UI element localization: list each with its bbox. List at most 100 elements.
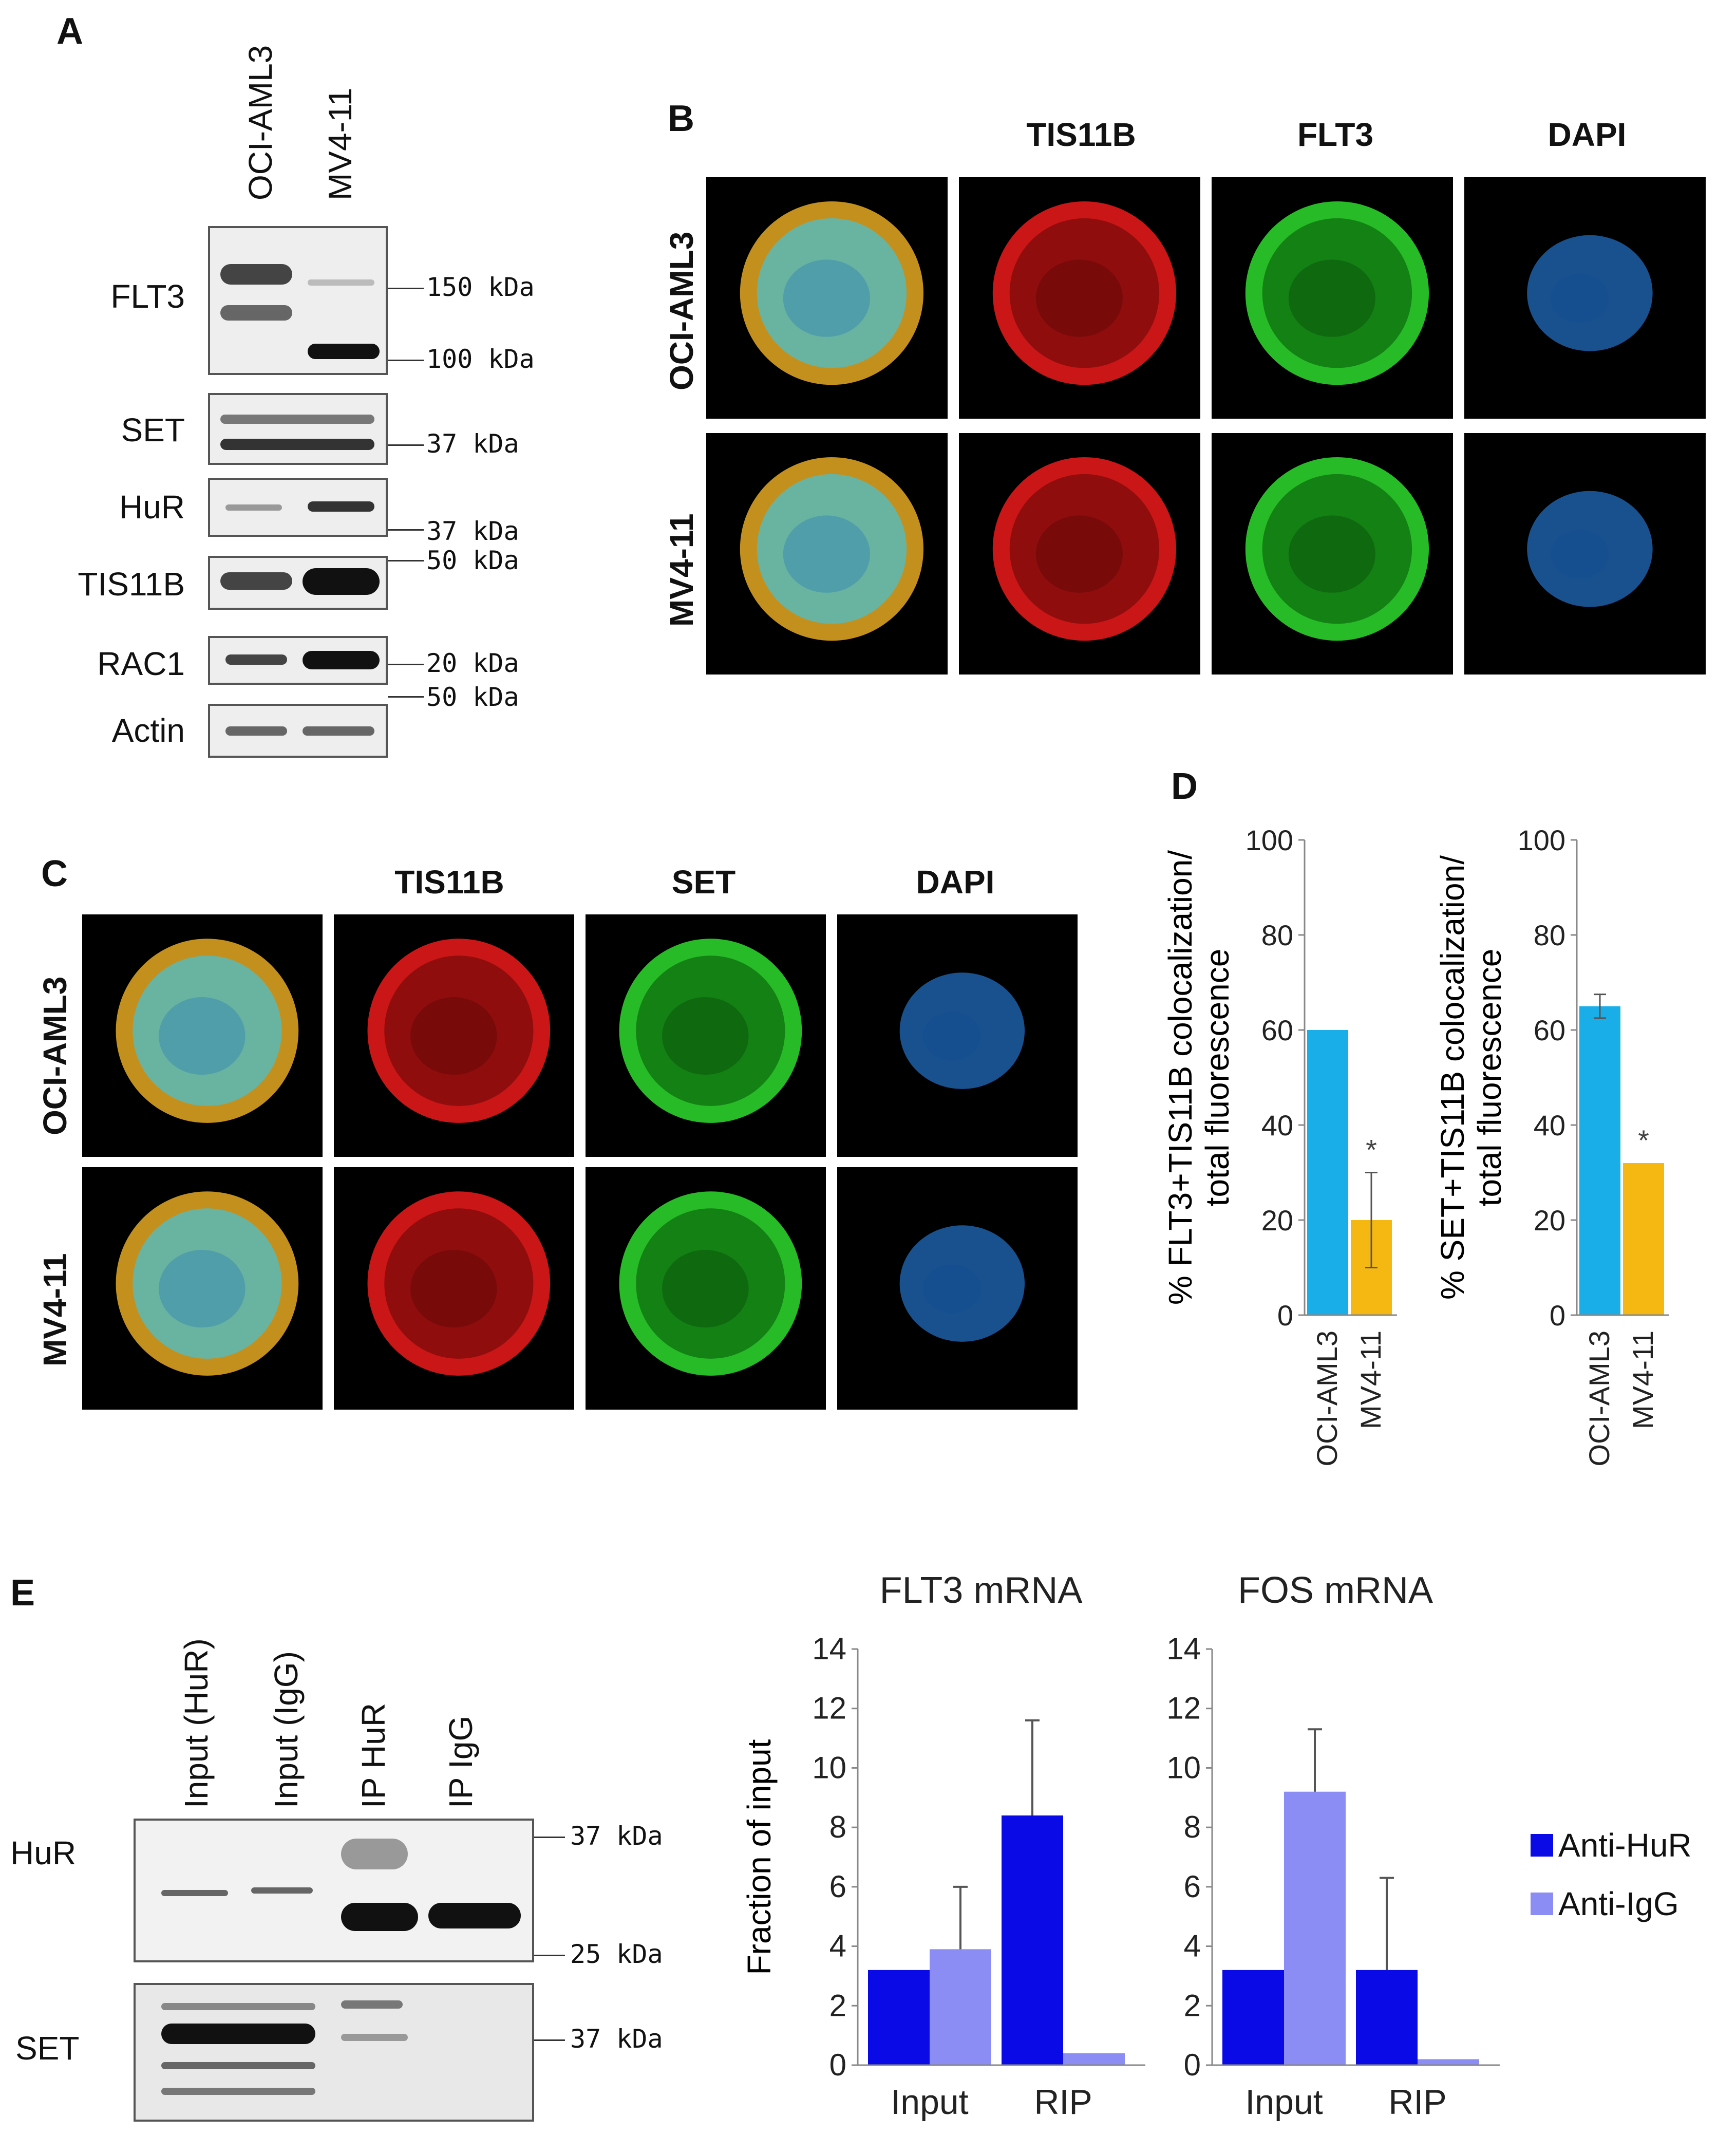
micrograph-oci-aml3-merge-image bbox=[706, 177, 948, 419]
micrograph-mv4-11-tis11b-image bbox=[334, 1167, 574, 1410]
x-tick-label: Input bbox=[891, 2083, 968, 2122]
y-tick-label: 0 bbox=[1184, 2048, 1201, 2082]
band bbox=[220, 415, 374, 424]
x-tick-label: MV4-11 bbox=[1627, 1331, 1659, 1429]
band bbox=[161, 2088, 315, 2095]
blot-hur bbox=[208, 478, 388, 537]
y-tick-label: 2 bbox=[1184, 1988, 1201, 2022]
col-header-tis11b: TIS11B bbox=[394, 864, 504, 901]
significance-star: * bbox=[1366, 1134, 1377, 1166]
error-bar bbox=[1308, 1728, 1322, 1792]
error-bar bbox=[1365, 1172, 1378, 1268]
y-tick-label: 8 bbox=[829, 1810, 846, 1844]
band bbox=[251, 1887, 313, 1894]
blot-label-tis11b: TIS11B bbox=[78, 566, 185, 603]
band bbox=[341, 2000, 403, 2009]
marker-50kda: 50 kDa bbox=[426, 682, 519, 712]
band bbox=[341, 1839, 408, 1869]
band bbox=[308, 344, 380, 359]
y-tick-label: 80 bbox=[1534, 919, 1565, 951]
band bbox=[220, 305, 292, 321]
bar-anti-hur-input bbox=[1222, 1970, 1284, 2065]
band bbox=[225, 504, 282, 511]
chart-d-set-colocalization: % SET+TIS11B colocalization/total fluore… bbox=[1434, 824, 1669, 1467]
y-tick-label: 14 bbox=[1166, 1632, 1201, 1666]
micrograph-oci-aml3-second-channel-image bbox=[586, 914, 826, 1157]
y-tick-label: 40 bbox=[1261, 1109, 1293, 1141]
y-axis-label: % SET+TIS11B colocalization/total fluore… bbox=[1434, 855, 1508, 1300]
panel-e-letter: E bbox=[10, 1572, 35, 1614]
marker-37kda: 37 kDa bbox=[570, 2024, 663, 2054]
col-header-dapi: DAPI bbox=[1548, 116, 1627, 153]
error-bar bbox=[1025, 1719, 1040, 1815]
y-tick-label: 20 bbox=[1261, 1204, 1293, 1237]
legend: Anti-HuR Anti-IgG bbox=[1531, 1826, 1692, 1923]
chart-d-flt3-colocalization: % FLT3+TIS11B colocalization/total fluor… bbox=[1162, 824, 1397, 1467]
marker-tick bbox=[534, 2039, 565, 2041]
y-tick-label: 6 bbox=[1184, 1869, 1201, 1904]
bar-anti-igg-rip bbox=[1063, 2053, 1125, 2065]
bar-anti-igg-input bbox=[930, 1949, 991, 2065]
y-tick-label: 8 bbox=[1184, 1810, 1201, 1844]
marker-tick bbox=[388, 696, 424, 698]
marker-25kda: 25 kDa bbox=[570, 1939, 663, 1969]
lane-label-input-igg: Input (IgG) bbox=[268, 1651, 305, 1808]
y-tick-label: 2 bbox=[829, 1988, 846, 2022]
blot-label-hur: HuR bbox=[10, 1834, 77, 1871]
micrograph-oci-aml3-second-channel-image bbox=[1212, 177, 1453, 419]
panel-d-letter: D bbox=[1171, 766, 1198, 807]
micrograph-mv4-11-second-channel-image bbox=[1212, 433, 1453, 675]
bar-anti-hur-input bbox=[868, 1970, 930, 2065]
y-tick-label: 10 bbox=[812, 1750, 846, 1785]
y-tick-label: 100 bbox=[1518, 824, 1565, 856]
y-axis-label: % FLT3+TIS11B colocalization/total fluor… bbox=[1162, 850, 1236, 1305]
x-tick-label: RIP bbox=[1034, 2083, 1092, 2122]
x-tick-label: Input bbox=[1245, 2083, 1323, 2122]
micrograph-mv4-11-tis11b-image bbox=[959, 433, 1200, 675]
row-header-mv4-11: MV4-11 bbox=[36, 1253, 73, 1366]
blot-e-hur bbox=[134, 1819, 534, 1962]
marker-tick bbox=[388, 360, 424, 361]
band bbox=[161, 2003, 315, 2010]
y-tick-label: 40 bbox=[1534, 1109, 1565, 1141]
marker-20kda: 20 kDa bbox=[426, 648, 519, 678]
error-bar bbox=[1594, 994, 1606, 1019]
legend-label: Anti-HuR bbox=[1558, 1827, 1692, 1864]
blot-label-flt3: FLT3 bbox=[110, 278, 185, 315]
band bbox=[220, 264, 292, 285]
y-axis-label: Fraction of input bbox=[741, 1739, 778, 1975]
band bbox=[161, 2062, 315, 2069]
chart-title: FLT3 mRNA bbox=[880, 1570, 1083, 1611]
band bbox=[220, 439, 374, 450]
col-header-flt3: FLT3 bbox=[1297, 116, 1374, 153]
band bbox=[341, 1903, 418, 1931]
legend-label: Anti-IgG bbox=[1558, 1885, 1679, 1922]
lane-label-mv4-11: MV4-11 bbox=[322, 87, 358, 200]
col-header-dapi: DAPI bbox=[916, 864, 995, 901]
y-tick-label: 4 bbox=[829, 1929, 846, 1963]
row-header-oci-aml3: OCI-AML3 bbox=[663, 231, 700, 390]
bar-anti-hur-rip bbox=[1002, 1815, 1063, 2065]
blot-e-set bbox=[134, 1983, 534, 2122]
y-tick-label: 60 bbox=[1261, 1014, 1293, 1046]
blot-label-rac1: RAC1 bbox=[97, 645, 185, 682]
micrograph-mv4-11-dapi-image bbox=[1464, 433, 1706, 675]
band bbox=[161, 2024, 315, 2044]
micrograph-oci-aml3-merge-image bbox=[82, 914, 323, 1157]
marker-tick bbox=[534, 1837, 565, 1838]
legend-swatch bbox=[1531, 1834, 1553, 1857]
band bbox=[303, 651, 380, 669]
y-tick-label: 100 bbox=[1246, 824, 1293, 856]
marker-37kda: 37 kDa bbox=[426, 516, 519, 546]
legend-item-anti-igg: Anti-IgG bbox=[1531, 1885, 1692, 1923]
bar-oci-aml3 bbox=[1307, 1030, 1348, 1315]
y-tick-label: 80 bbox=[1261, 919, 1293, 951]
blot-label-actin: Actin bbox=[111, 712, 185, 749]
y-tick-label: 0 bbox=[829, 2048, 846, 2082]
bar-mv4-11 bbox=[1623, 1163, 1664, 1315]
band bbox=[161, 1890, 228, 1896]
band bbox=[225, 726, 287, 736]
lane-label-ip-igg: IP IgG bbox=[442, 1715, 479, 1808]
panel-b-letter: B bbox=[668, 98, 694, 139]
band bbox=[428, 1903, 521, 1928]
